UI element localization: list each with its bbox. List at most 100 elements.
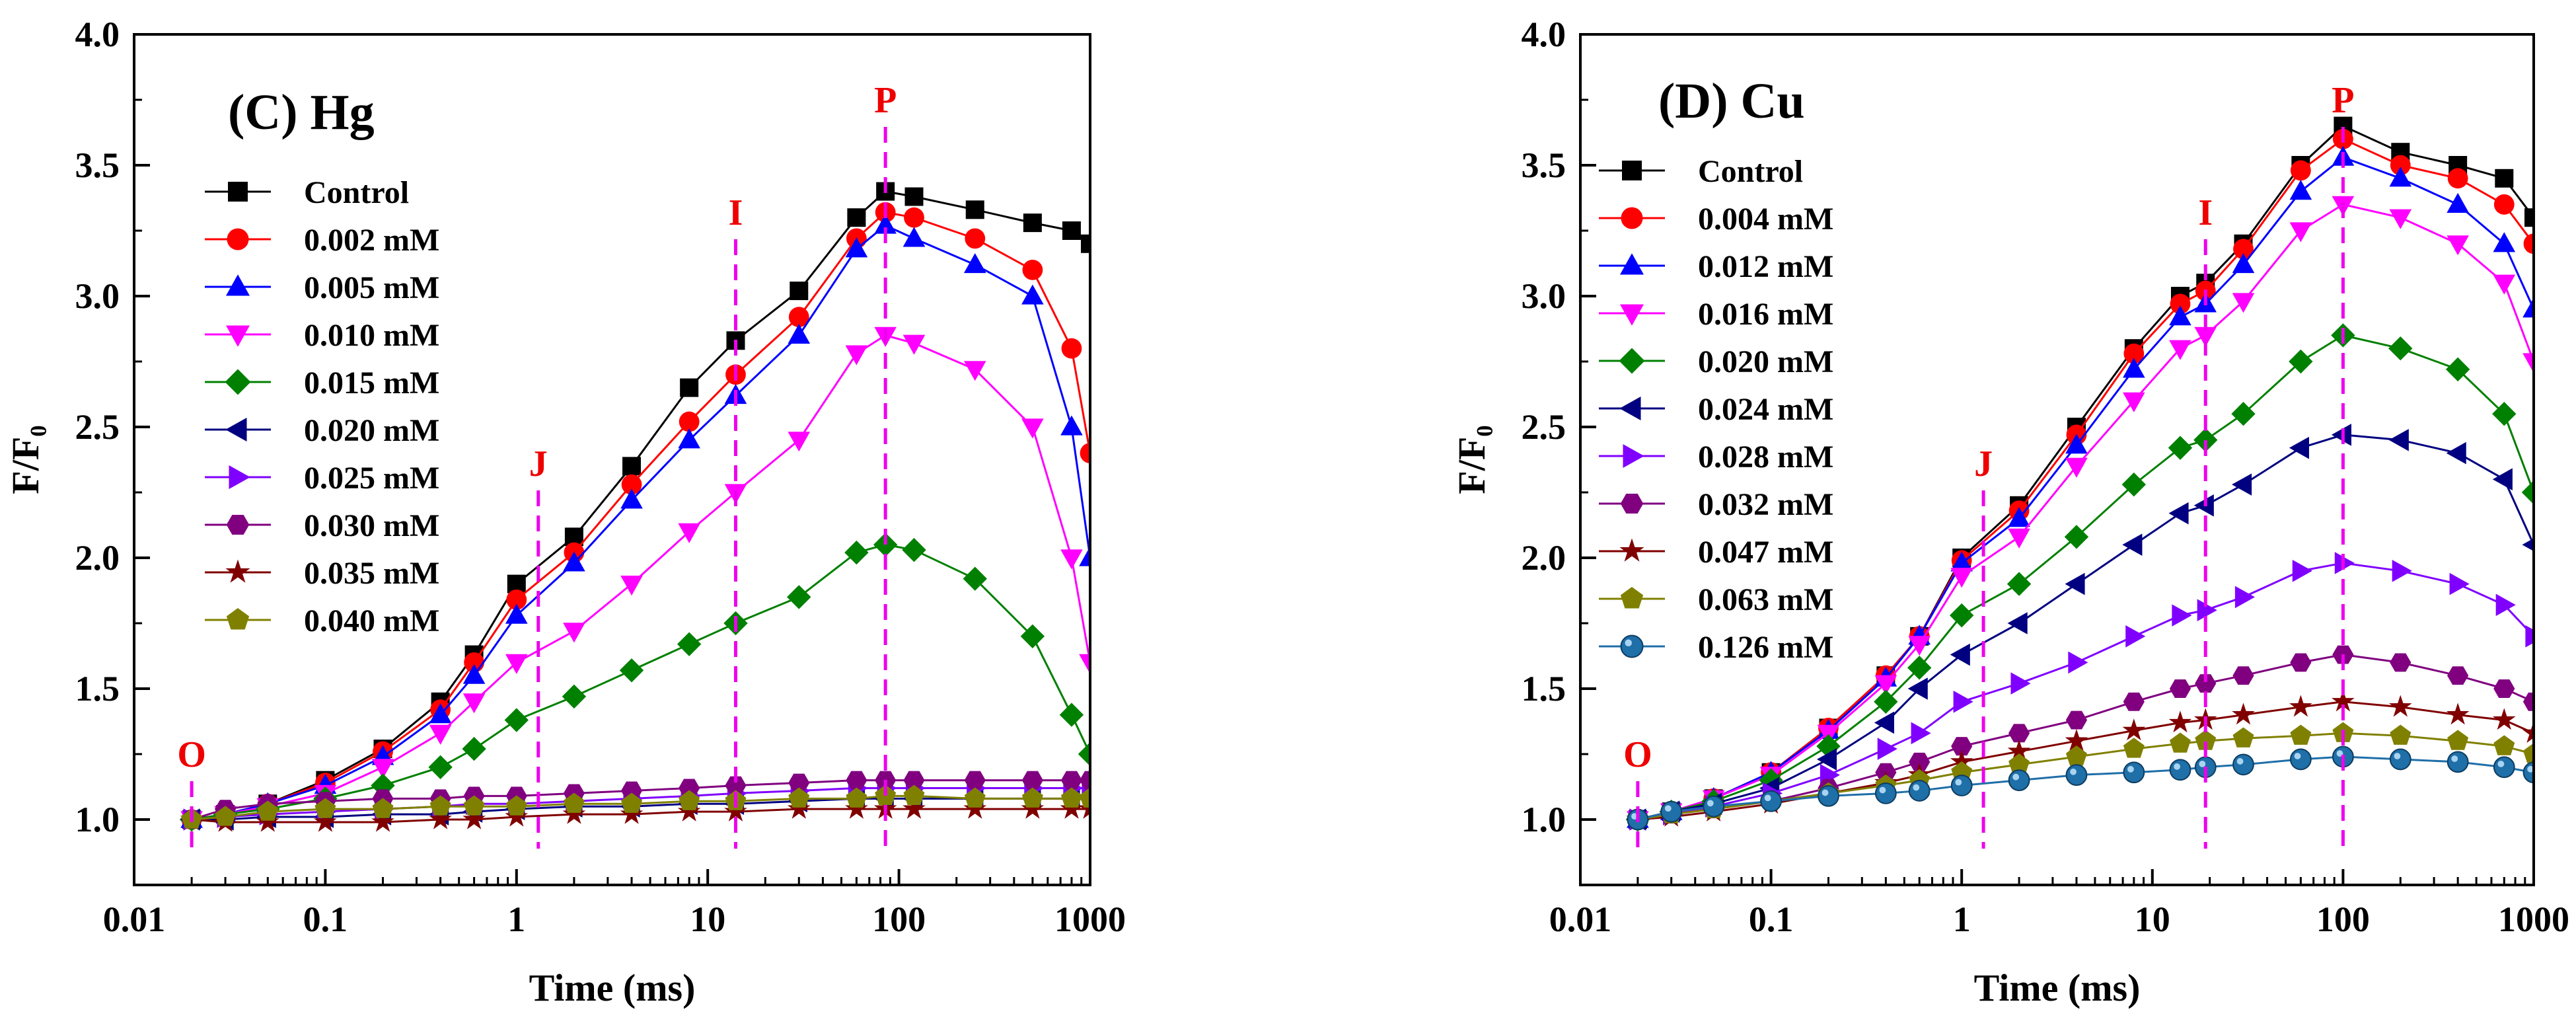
legend-item-4: 0.015 mM <box>205 365 439 401</box>
data-point <box>904 207 924 228</box>
marker-star <box>787 796 811 819</box>
marker-triangle-down <box>2065 457 2088 478</box>
legend-label: Control <box>304 175 409 210</box>
data-point <box>2123 692 2145 711</box>
data-point <box>2232 666 2254 685</box>
data-point <box>2495 169 2514 188</box>
data-point <box>505 654 528 674</box>
data-point <box>1060 787 1082 808</box>
x-tick-label: 10 <box>2135 899 2170 939</box>
marker-star <box>562 802 586 824</box>
data-point <box>724 799 747 822</box>
marker-star <box>2065 729 2088 751</box>
data-point <box>620 802 644 824</box>
data-point <box>314 798 336 818</box>
legend-item-5: 0.020 mM <box>205 413 439 448</box>
data-point <box>902 796 926 819</box>
marker-hexagon <box>903 771 925 790</box>
marker-pentagon <box>2290 724 2312 745</box>
marker-pentagon <box>2447 730 2469 750</box>
marker-diamond <box>963 566 987 591</box>
marker-pentagon <box>2390 724 2411 745</box>
marker-pentagon <box>2169 732 2191 753</box>
marker-sphere-highlight <box>2236 758 2244 765</box>
data-point <box>846 787 867 808</box>
legend-label: 0.030 mM <box>304 508 439 543</box>
data-point <box>2388 695 2412 717</box>
annotation-j: J <box>529 443 548 849</box>
marker-star <box>1950 749 1973 772</box>
series-d-3 <box>1627 196 2534 831</box>
legend-item-3: 0.016 mM <box>1599 297 1833 332</box>
plot-frame <box>133 33 1091 886</box>
data-point <box>2521 480 2534 505</box>
data-point <box>429 795 451 816</box>
marker-hexagon <box>788 773 810 792</box>
legend-marker <box>1622 161 1642 180</box>
data-point <box>2007 612 2028 634</box>
marker-triangle-down <box>429 724 452 745</box>
legend-item-1: 0.004 mM <box>1599 202 1833 237</box>
marker-circle <box>2123 343 2145 364</box>
data-point <box>902 537 926 562</box>
legend-label: 0.126 mM <box>1698 630 1833 665</box>
data-point <box>963 252 986 274</box>
marker-triangle-up <box>226 274 250 296</box>
data-point <box>1079 546 1090 566</box>
marker-sphere <box>1908 780 1931 802</box>
annotation-label: O <box>1623 734 1652 775</box>
data-point <box>257 800 279 821</box>
legend-item-2: 0.005 mM <box>205 270 439 305</box>
marker-star <box>505 804 529 827</box>
data-point <box>788 323 811 344</box>
marker-pentagon <box>215 806 237 826</box>
marker-square <box>847 208 866 227</box>
data-point <box>1062 221 1081 240</box>
marker-diamond <box>2289 349 2313 374</box>
marker-triangle-down <box>845 345 868 365</box>
marker-star <box>1619 538 1644 562</box>
data-point <box>1059 703 1084 727</box>
data-point <box>788 307 809 328</box>
marker-hexagon <box>725 776 747 795</box>
marker-triangle-down <box>1060 549 1083 570</box>
data-point <box>2195 674 2217 693</box>
data-point <box>2169 759 2191 781</box>
data-point <box>2065 434 2088 454</box>
data-point <box>845 345 868 365</box>
marker-sphere-highlight <box>1707 800 1714 807</box>
marker-sphere-highlight <box>1879 786 1886 794</box>
legend-marker <box>226 274 250 296</box>
marker-sphere <box>1950 775 1973 796</box>
marker-star <box>2332 689 2355 712</box>
marker-hexagon <box>846 771 867 790</box>
annotation-label: P <box>874 80 897 121</box>
marker-circle <box>621 474 642 495</box>
marker-triangle-down <box>902 334 926 355</box>
y-tick-label: 1.0 <box>1522 800 1566 839</box>
legend-label: 0.016 mM <box>1698 297 1833 332</box>
data-point <box>505 795 527 816</box>
data-point <box>963 361 986 381</box>
data-point <box>1874 675 1897 695</box>
marker-triangle-down <box>2123 392 2145 412</box>
chart-panel-c: O J I P 0.01 0.1 1 10 100 1000 1.0 1.5 2.0 2.5 3.0 3.5 4… <box>4 15 1126 1009</box>
legend-item-10: 0.126 mM <box>1599 630 1833 665</box>
data-point <box>1023 213 1042 233</box>
marker-sphere <box>2169 759 2191 781</box>
data-point <box>505 603 528 624</box>
marker-triangle-down <box>2389 209 2412 229</box>
marker-triangle-left <box>1816 748 1837 771</box>
data-point <box>2493 232 2516 252</box>
marker-star <box>2007 739 2031 761</box>
marker-circle <box>2170 293 2191 315</box>
data-point <box>1060 415 1083 436</box>
data-point <box>1816 748 1837 771</box>
data-point <box>2234 586 2255 609</box>
marker-circle <box>2390 155 2411 176</box>
marker-diamond <box>902 537 926 562</box>
marker-diamond <box>428 755 453 779</box>
marker-pentagon <box>2493 735 2515 755</box>
data-point <box>677 799 701 822</box>
